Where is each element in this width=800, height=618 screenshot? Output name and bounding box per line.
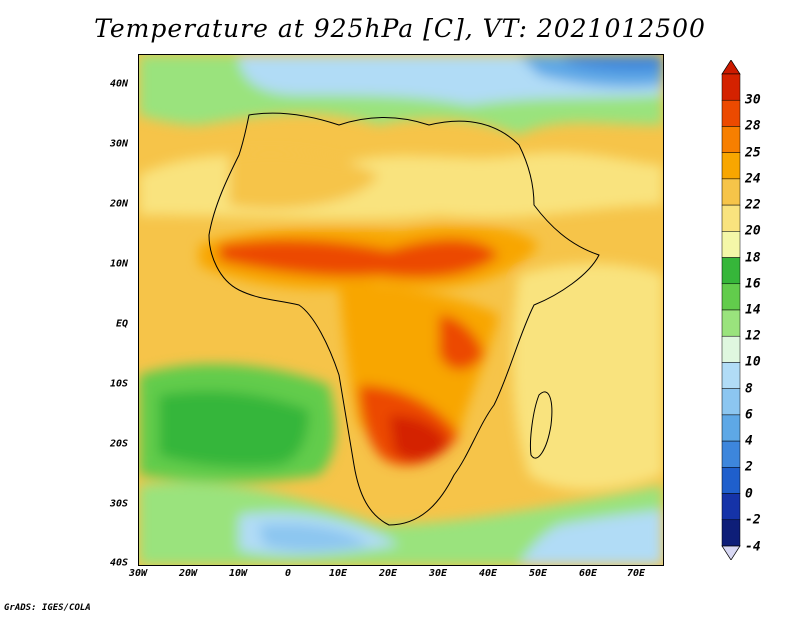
lon-tick: 10E xyxy=(328,568,348,579)
colorbar-swatch xyxy=(721,467,741,494)
map-title: Temperature at 925hPa [C], VT: 202101250… xyxy=(94,14,706,43)
lat-tick: 30S xyxy=(109,498,128,510)
colorbar-label: 28 xyxy=(745,118,761,134)
colorbar-label: 25 xyxy=(745,145,761,161)
colorbar-swatch xyxy=(721,257,741,285)
colorbar-swatch xyxy=(721,440,741,468)
grads-credit: GrADS: IGES/COLA xyxy=(4,603,91,613)
colorbar xyxy=(721,60,741,560)
colorbar-label: 6 xyxy=(745,407,753,423)
colorbar-label: 10 xyxy=(745,354,761,370)
temperature-map xyxy=(138,54,664,566)
lon-tick: 10W xyxy=(228,568,248,579)
colorbar-label: -4 xyxy=(745,539,761,555)
colorbar-swatch xyxy=(721,283,741,311)
colorbar-label: 18 xyxy=(745,250,761,266)
lat-tick: 10N xyxy=(109,258,128,270)
colorbar-label: 20 xyxy=(745,223,761,239)
colorbar-swatch xyxy=(721,388,741,416)
lat-tick: 20S xyxy=(109,438,128,450)
colorbar-bottom-arrow xyxy=(721,545,741,560)
colorbar-swatch xyxy=(721,73,741,101)
colorbar-swatch xyxy=(721,204,741,232)
colorbar-swatch xyxy=(721,99,741,127)
colorbar-label: 2 xyxy=(745,459,753,475)
colorbar-label: 4 xyxy=(745,433,753,449)
colorbar-swatch xyxy=(721,178,741,206)
lon-tick: 0 xyxy=(284,568,292,579)
colorbar-label: 16 xyxy=(745,276,761,292)
colorbar-label: 0 xyxy=(745,486,753,502)
colorbar-label: 8 xyxy=(745,381,753,397)
colorbar-swatch xyxy=(721,231,741,258)
lon-tick: 20E xyxy=(378,568,398,579)
colorbar-label: 22 xyxy=(745,197,761,213)
colorbar-swatch xyxy=(721,335,741,363)
lat-tick: 10S xyxy=(109,378,128,390)
colorbar-swatch xyxy=(721,362,741,389)
lon-tick: 20W xyxy=(178,568,198,579)
lat-tick: 20N xyxy=(109,198,128,210)
colorbar-swatch xyxy=(721,493,741,521)
colorbar-label: 12 xyxy=(745,328,761,344)
lat-tick: 40N xyxy=(109,78,128,90)
colorbar-swatch xyxy=(721,152,741,180)
colorbar-top-arrow xyxy=(721,60,741,75)
colorbar-swatch xyxy=(721,519,741,547)
colorbar-swatch xyxy=(721,309,741,337)
colorbar-label: 24 xyxy=(745,171,761,187)
lon-tick: 70E xyxy=(626,568,646,579)
temperature-field xyxy=(139,55,663,565)
lon-tick: 30W xyxy=(128,568,148,579)
lon-tick: 40E xyxy=(478,568,498,579)
lon-tick: 60E xyxy=(578,568,598,579)
colorbar-label: 14 xyxy=(745,302,761,318)
coastlines xyxy=(208,112,600,526)
colorbar-label: -2 xyxy=(745,512,761,528)
lon-tick: 30E xyxy=(428,568,448,579)
lat-tick: 40S xyxy=(109,557,128,569)
colorbar-swatch xyxy=(721,414,741,442)
lat-tick: 30N xyxy=(109,138,128,150)
lat-tick: EQ xyxy=(115,318,128,330)
colorbar-swatch xyxy=(721,126,741,153)
lon-tick: 50E xyxy=(528,568,548,579)
colorbar-label: 30 xyxy=(745,92,761,108)
